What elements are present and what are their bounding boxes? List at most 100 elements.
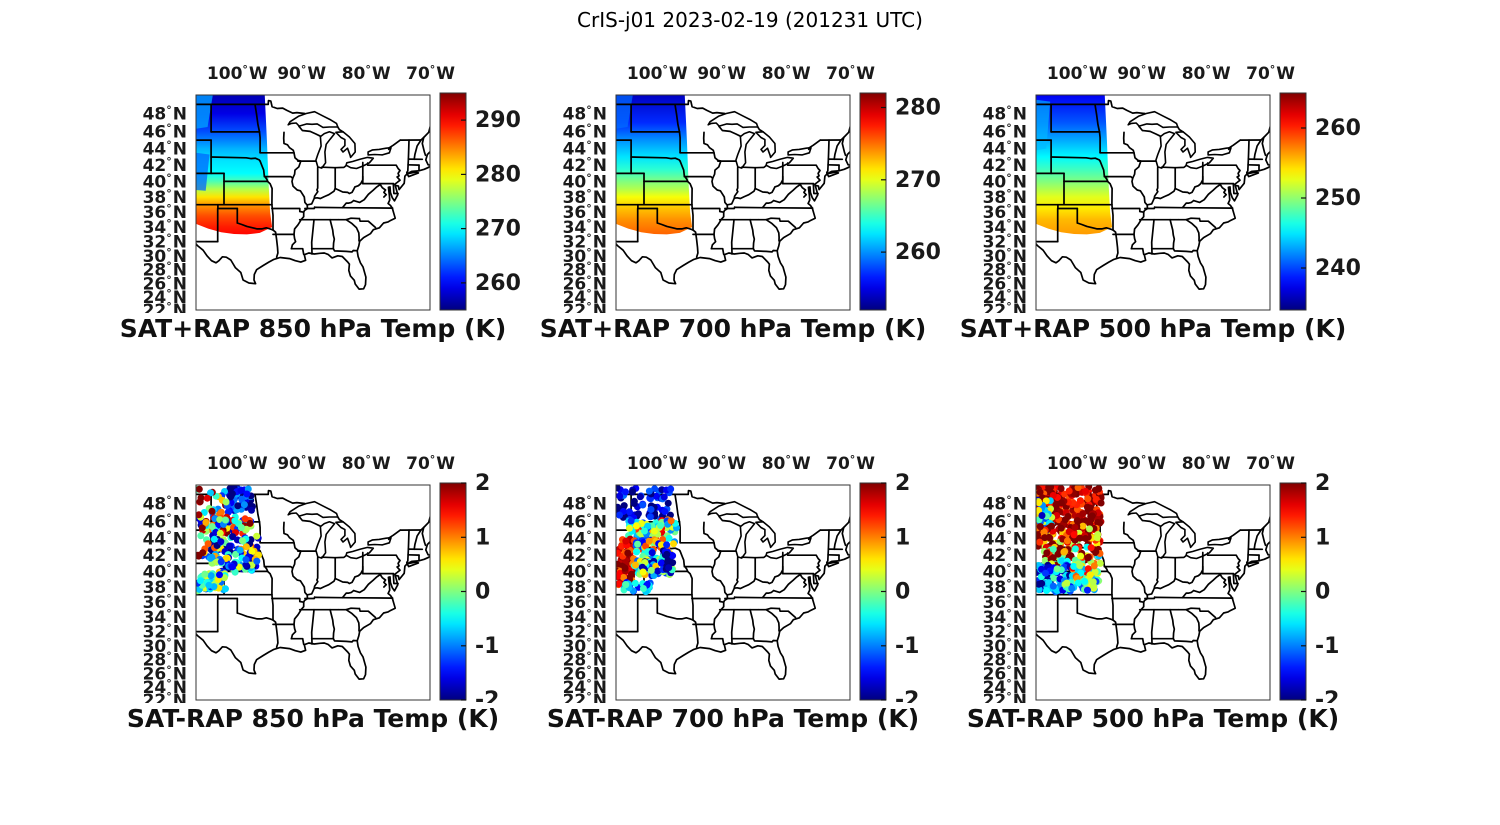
scatter-dot bbox=[639, 501, 647, 509]
lake-outline bbox=[1207, 146, 1232, 156]
state-border-line bbox=[710, 637, 725, 646]
scatter-dot bbox=[633, 548, 641, 556]
scatter-dot bbox=[201, 570, 209, 578]
scatter-dot bbox=[621, 564, 629, 572]
state-border-line bbox=[733, 556, 739, 590]
scatter-dot bbox=[1060, 548, 1068, 556]
state-border-line bbox=[761, 589, 775, 599]
scatter-dot bbox=[664, 499, 672, 507]
scatter-dot bbox=[234, 502, 242, 510]
scatter-dot bbox=[622, 488, 629, 496]
lat-tick-label: 48°N bbox=[983, 104, 1027, 125]
state-border-line bbox=[1246, 561, 1260, 568]
state-border-line bbox=[259, 550, 269, 573]
state-border-line bbox=[298, 125, 322, 138]
data-swath-patch bbox=[196, 95, 213, 129]
state-border-line bbox=[1177, 607, 1201, 611]
lat-tick-label: 40°N bbox=[983, 171, 1027, 192]
map-content bbox=[196, 485, 430, 680]
state-border-line bbox=[266, 570, 273, 596]
lat-tick-label: 30°N bbox=[143, 246, 187, 267]
scatter-dot bbox=[642, 542, 650, 550]
scatter-dot bbox=[616, 485, 621, 492]
lat-tick-label: 26°N bbox=[143, 273, 187, 294]
colorbar bbox=[439, 92, 467, 311]
scatter-dot bbox=[208, 523, 216, 530]
state-border-line bbox=[413, 529, 422, 551]
colorbar-tick-label: 280 bbox=[475, 162, 521, 187]
state-border-line bbox=[1138, 515, 1162, 528]
state-border-line bbox=[1150, 218, 1155, 255]
map-frame bbox=[1035, 484, 1271, 701]
scatter-dot bbox=[253, 532, 261, 540]
state-border-line bbox=[306, 187, 337, 206]
scatter-dot bbox=[667, 485, 675, 493]
scatter-dot bbox=[1081, 577, 1089, 585]
state-border-line bbox=[352, 183, 382, 204]
scatter-dot bbox=[1050, 574, 1058, 582]
lat-tick-label: 34°N bbox=[563, 217, 607, 238]
scatter-dot bbox=[196, 498, 204, 506]
scatter-dot bbox=[632, 561, 639, 569]
scatter-dot bbox=[663, 541, 671, 549]
state-border-line bbox=[345, 218, 360, 242]
lon-tick-label: 100°W bbox=[1047, 453, 1108, 474]
data-swath bbox=[1036, 95, 1113, 235]
state-border-line bbox=[196, 99, 306, 115]
state-border-line bbox=[1169, 218, 1176, 250]
lon-tick-label: 70°W bbox=[1246, 453, 1295, 474]
lat-tick-label: 28°N bbox=[143, 650, 187, 671]
lat-tick-label: 34°N bbox=[143, 217, 187, 238]
lat-tick-label: 44°N bbox=[563, 529, 607, 550]
state-border-line bbox=[786, 552, 821, 576]
scatter-dot bbox=[1036, 507, 1043, 514]
state-border-line bbox=[405, 548, 410, 565]
scatter-dot bbox=[238, 537, 246, 545]
state-border-line bbox=[1262, 514, 1270, 529]
scatter-dot bbox=[227, 493, 235, 501]
map-plot-sat-plus-rap-700: 100°W 90°W 80°W 70°W 48°N46°N44°N42°N40°N38°… bbox=[563, 63, 941, 313]
map-content bbox=[196, 95, 430, 290]
scatter-dot bbox=[207, 489, 214, 497]
state-border-line bbox=[1176, 516, 1184, 523]
state-border-line bbox=[306, 577, 337, 596]
state-border-line bbox=[210, 156, 261, 162]
lat-tick-label: 22°N bbox=[983, 300, 1027, 313]
lon-tick-label: 90°W bbox=[697, 453, 746, 474]
state-border-line bbox=[679, 550, 689, 573]
state-border-line bbox=[692, 619, 699, 649]
colorbar-tick-label: 0 bbox=[895, 580, 910, 605]
scatter-dot bbox=[670, 540, 677, 548]
scatter-dot bbox=[216, 571, 223, 579]
state-border-line bbox=[778, 607, 797, 619]
state-border-line bbox=[1245, 158, 1250, 175]
lat-tick-label: 26°N bbox=[563, 273, 607, 294]
scatter-dot bbox=[242, 556, 250, 564]
state-border-line bbox=[1247, 529, 1250, 550]
state-border-line bbox=[757, 217, 781, 221]
state-border-line bbox=[841, 526, 847, 547]
lon-tick-label: 100°W bbox=[1047, 63, 1108, 84]
colorbar-tick-label: -2 bbox=[895, 688, 919, 703]
state-border-line bbox=[1245, 548, 1250, 565]
lon-tick-label: 80°W bbox=[342, 63, 391, 84]
colorbar-tick-label: 260 bbox=[895, 240, 941, 265]
lat-tick-label: 22°N bbox=[983, 690, 1027, 703]
state-border-line bbox=[807, 139, 822, 151]
state-border-line bbox=[421, 136, 427, 157]
state-border-line bbox=[761, 199, 775, 209]
state-border-line bbox=[710, 247, 725, 256]
panel-sat-plus-rap-500: 100°W 90°W 80°W 70°W 48°N 46°N 44°N 42°N 40°N 38°… bbox=[960, 55, 1370, 355]
scatter-dot bbox=[1076, 562, 1084, 570]
state-border-line bbox=[1172, 637, 1198, 643]
state-border-line bbox=[1146, 577, 1177, 596]
state-border-line bbox=[379, 573, 388, 588]
state-border-line bbox=[422, 124, 430, 139]
scatter-dot bbox=[197, 532, 205, 540]
lat-tick-label: 42°N bbox=[563, 155, 607, 176]
state-border-line bbox=[1219, 573, 1228, 588]
scatter-dot bbox=[1036, 538, 1044, 546]
scatter-dot bbox=[657, 541, 665, 549]
colorbar-tick-label: -1 bbox=[895, 634, 919, 659]
